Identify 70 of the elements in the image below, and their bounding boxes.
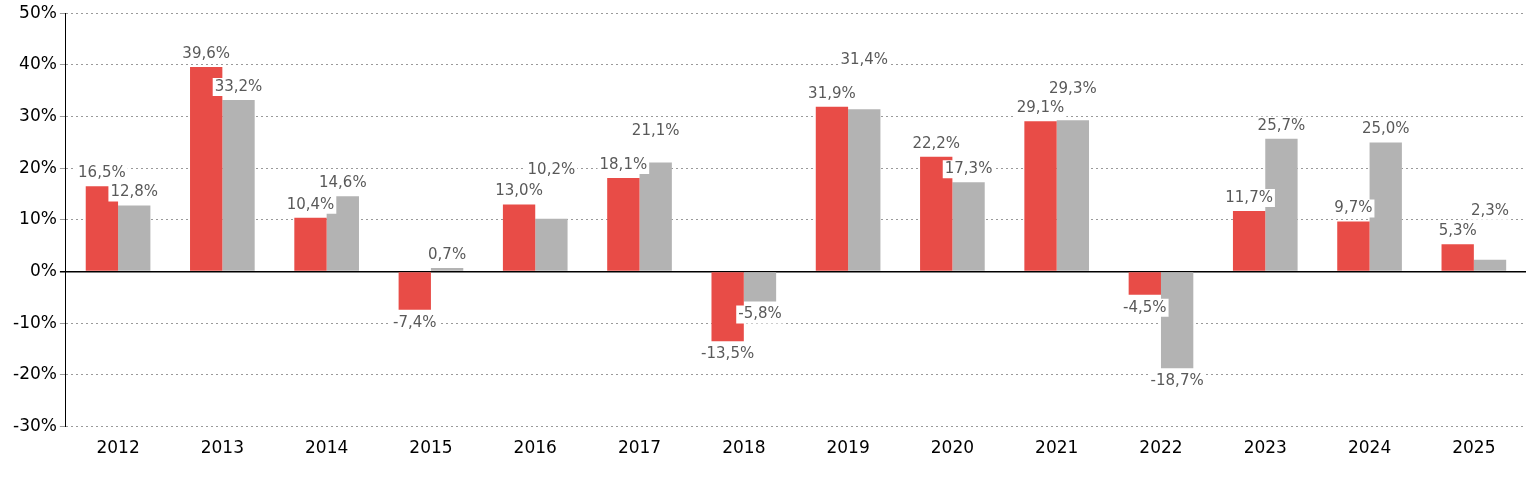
bar	[815, 106, 849, 271]
bar	[118, 205, 151, 271]
x-tick-label: 2018	[722, 437, 766, 458]
x-tick-label: 2020	[930, 437, 975, 458]
x-tick-label: 2016	[513, 437, 557, 458]
x-tick-label: 2023	[1243, 437, 1287, 458]
data-label: -13,5%	[701, 344, 755, 363]
y-tick-label: 0%	[29, 260, 57, 280]
bar	[1441, 244, 1474, 271]
data-label: 5,3%	[1438, 221, 1477, 240]
y-tick-label: -10%	[13, 311, 57, 332]
y-tick-label: 30%	[19, 104, 57, 125]
bar	[535, 218, 568, 271]
bar	[430, 267, 464, 271]
y-tick-label: 10%	[19, 208, 57, 229]
bar	[502, 204, 536, 271]
data-label: -4,5%	[1123, 297, 1167, 316]
bar	[222, 100, 255, 271]
data-label: 18,1%	[599, 154, 648, 173]
x-tick-label: 2019	[826, 437, 870, 458]
data-label: 29,3%	[1049, 79, 1097, 98]
x-tick-label: 2021	[1035, 437, 1079, 458]
data-label: 29,1%	[1016, 98, 1065, 117]
bar	[294, 217, 327, 271]
bar	[1337, 221, 1370, 271]
bar	[1232, 211, 1266, 271]
x-tick-label: 2017	[617, 437, 662, 458]
data-label: 16,5%	[78, 163, 126, 182]
data-label: 13,0%	[495, 181, 543, 200]
x-tick-label: 2022	[1139, 437, 1183, 458]
data-label: 39,6%	[182, 43, 231, 62]
y-tick-label: 20%	[19, 156, 57, 177]
data-label: 25,7%	[1257, 115, 1306, 134]
data-label: -7,4%	[393, 312, 437, 331]
x-tick-label: 2014	[305, 437, 349, 458]
data-label: 2,3%	[1470, 200, 1510, 219]
x-tick-label: 2013	[200, 437, 244, 458]
x-tick-label: 2025	[1452, 437, 1496, 458]
data-label: 33,2%	[214, 76, 263, 95]
data-label: 21,1%	[631, 121, 680, 140]
data-label: 0,7%	[428, 244, 467, 263]
x-tick-label: 2015	[409, 437, 453, 458]
bar	[398, 272, 431, 310]
y-tick-label: 50%	[19, 1, 57, 22]
y-tick-label: -20%	[13, 363, 57, 384]
x-tick-label: 2012	[96, 437, 140, 458]
bar	[1473, 259, 1507, 271]
y-tick-label: -30%	[13, 415, 57, 436]
data-label: 9,7%	[1334, 198, 1373, 217]
data-label: 10,4%	[286, 194, 335, 213]
bar	[743, 272, 777, 302]
y-tick-label: 40%	[19, 53, 57, 74]
data-label: 17,3%	[944, 159, 993, 178]
data-label: 25,0%	[1361, 119, 1410, 138]
bar	[848, 109, 881, 271]
data-label: 14,6%	[318, 173, 367, 192]
data-label: -18,7%	[1150, 371, 1204, 390]
bar	[952, 182, 985, 271]
x-tick-label: 2024	[1347, 437, 1392, 458]
data-label: 31,4%	[840, 50, 889, 69]
bar	[1128, 272, 1161, 295]
data-label: 10,2%	[527, 159, 576, 178]
bar	[607, 178, 640, 271]
data-label: 12,8%	[110, 182, 159, 201]
bar	[1056, 120, 1090, 271]
data-label: 11,7%	[1225, 188, 1273, 207]
data-label: 31,9%	[808, 83, 856, 102]
data-label: -5,8%	[738, 304, 782, 323]
bar	[1024, 121, 1057, 271]
data-label: 22,2%	[912, 133, 961, 152]
